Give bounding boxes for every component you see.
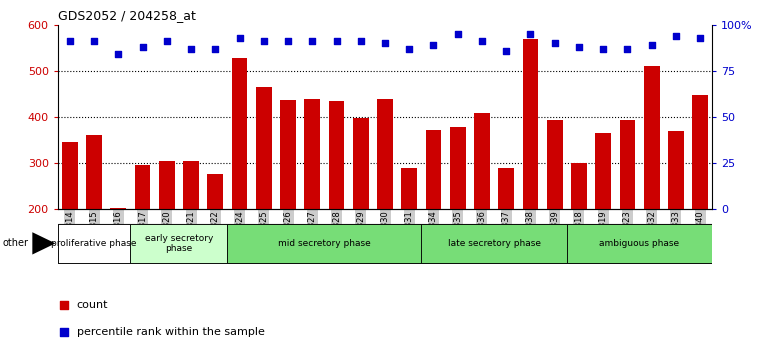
Point bbox=[58, 302, 70, 308]
Bar bbox=[620, 120, 635, 301]
Point bbox=[548, 40, 561, 46]
FancyBboxPatch shape bbox=[58, 224, 130, 263]
FancyBboxPatch shape bbox=[130, 224, 227, 263]
Bar bbox=[135, 165, 150, 301]
Bar bbox=[183, 161, 199, 301]
Point bbox=[670, 33, 682, 39]
Bar bbox=[86, 135, 102, 301]
Text: GDS2052 / 204258_at: GDS2052 / 204258_at bbox=[58, 9, 196, 22]
Text: late secretory phase: late secretory phase bbox=[447, 239, 541, 248]
Point bbox=[282, 39, 294, 44]
Point bbox=[427, 42, 440, 48]
Polygon shape bbox=[32, 232, 55, 255]
Bar bbox=[232, 58, 247, 301]
Bar bbox=[377, 99, 393, 301]
Point bbox=[379, 40, 391, 46]
Point bbox=[58, 329, 70, 335]
Bar bbox=[595, 133, 611, 301]
Bar bbox=[280, 100, 296, 301]
Point bbox=[306, 39, 319, 44]
Text: percentile rank within the sample: percentile rank within the sample bbox=[77, 327, 265, 337]
Point bbox=[258, 39, 270, 44]
Text: proliferative phase: proliferative phase bbox=[52, 239, 137, 248]
Bar bbox=[668, 131, 684, 301]
Point bbox=[112, 51, 125, 57]
FancyBboxPatch shape bbox=[421, 224, 567, 263]
Bar bbox=[498, 168, 514, 301]
Point bbox=[573, 44, 585, 50]
Bar bbox=[644, 66, 660, 301]
Point bbox=[355, 39, 367, 44]
Bar bbox=[450, 127, 466, 301]
Bar bbox=[159, 161, 175, 301]
Bar bbox=[401, 168, 417, 301]
Point bbox=[136, 44, 149, 50]
Point bbox=[476, 39, 488, 44]
Point bbox=[209, 46, 222, 52]
Point bbox=[233, 35, 246, 40]
Bar bbox=[547, 120, 563, 301]
Point bbox=[88, 39, 100, 44]
Bar bbox=[110, 208, 126, 301]
Point bbox=[185, 46, 197, 52]
Bar bbox=[329, 101, 344, 301]
FancyBboxPatch shape bbox=[58, 224, 712, 263]
Bar bbox=[256, 87, 272, 301]
Bar bbox=[353, 118, 369, 301]
Bar bbox=[571, 163, 587, 301]
Point bbox=[451, 31, 464, 37]
Bar bbox=[426, 130, 441, 301]
Bar bbox=[304, 99, 320, 301]
Text: other: other bbox=[2, 238, 28, 249]
Bar bbox=[474, 113, 490, 301]
Bar bbox=[692, 95, 708, 301]
Text: early secretory
phase: early secretory phase bbox=[145, 234, 213, 253]
Point bbox=[403, 46, 415, 52]
Point bbox=[621, 46, 634, 52]
Point bbox=[694, 35, 706, 40]
Text: count: count bbox=[77, 300, 109, 310]
Point bbox=[524, 31, 537, 37]
Point bbox=[64, 39, 76, 44]
Text: mid secretory phase: mid secretory phase bbox=[278, 239, 371, 248]
Bar bbox=[62, 142, 78, 301]
Point bbox=[597, 46, 609, 52]
Point bbox=[645, 42, 658, 48]
FancyBboxPatch shape bbox=[227, 224, 421, 263]
Point bbox=[500, 48, 512, 53]
FancyBboxPatch shape bbox=[567, 224, 712, 263]
Point bbox=[330, 39, 343, 44]
Point bbox=[161, 39, 173, 44]
Bar bbox=[207, 175, 223, 301]
Text: ambiguous phase: ambiguous phase bbox=[600, 239, 680, 248]
Bar bbox=[523, 39, 538, 301]
